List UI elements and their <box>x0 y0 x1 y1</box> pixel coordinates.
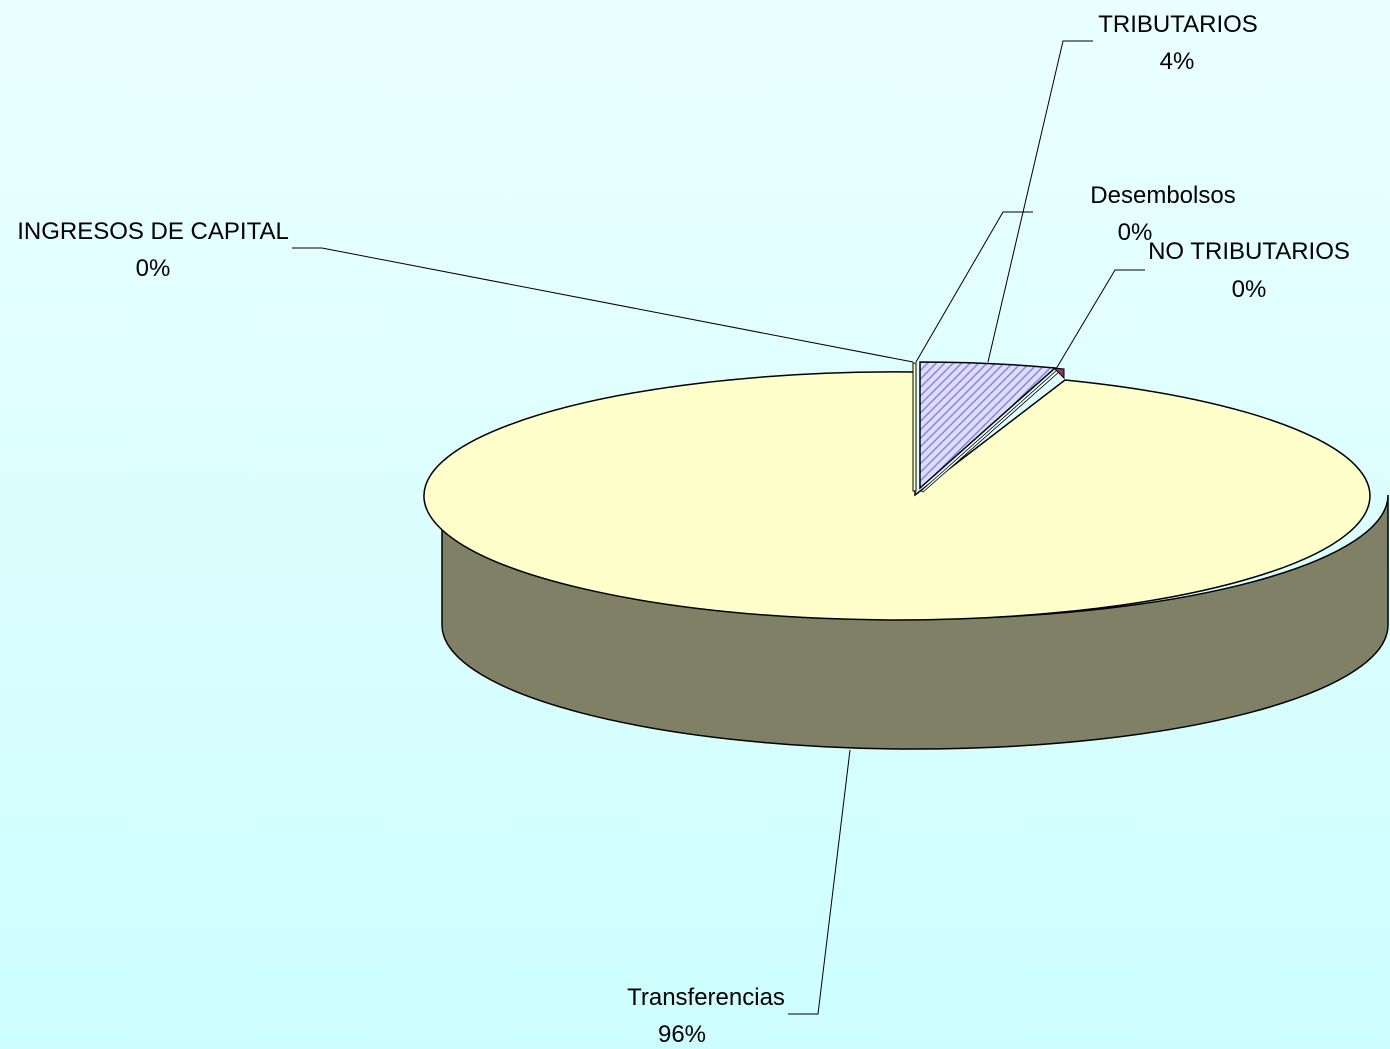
leader-line-no-tributarios <box>1055 269 1145 370</box>
label-ingresos-de-capital-name: INGRESOS DE CAPITAL <box>17 218 289 245</box>
label-transferencias-name: Transferencias <box>627 984 785 1011</box>
slice-no-tributarios <box>1052 367 1065 380</box>
leader-line-tributarios <box>987 40 1093 363</box>
leader-line-ingresos-de-capital <box>292 247 914 363</box>
label-transferencias-percent: 96% <box>658 1021 706 1048</box>
slice-transferencias <box>423 371 1371 621</box>
label-no-tributarios-name: NO TRIBUTARIOS <box>1148 238 1350 265</box>
label-desembolsos-name: Desembolsos <box>1090 182 1235 209</box>
label-no-tributarios-percent: 0% <box>1232 276 1267 303</box>
slice-ingresos-de-capital <box>912 362 917 492</box>
leader-line-desembolsos <box>915 211 1033 363</box>
leader-line-transferencias <box>788 749 851 1015</box>
label-desembolsos-percent: 0% <box>1118 219 1153 246</box>
label-tributarios-percent: 4% <box>1160 48 1195 75</box>
slice-tributarios <box>919 361 1057 490</box>
label-ingresos-de-capital-percent: 0% <box>136 255 171 282</box>
label-tributarios-name: TRIBUTARIOS <box>1098 11 1258 38</box>
